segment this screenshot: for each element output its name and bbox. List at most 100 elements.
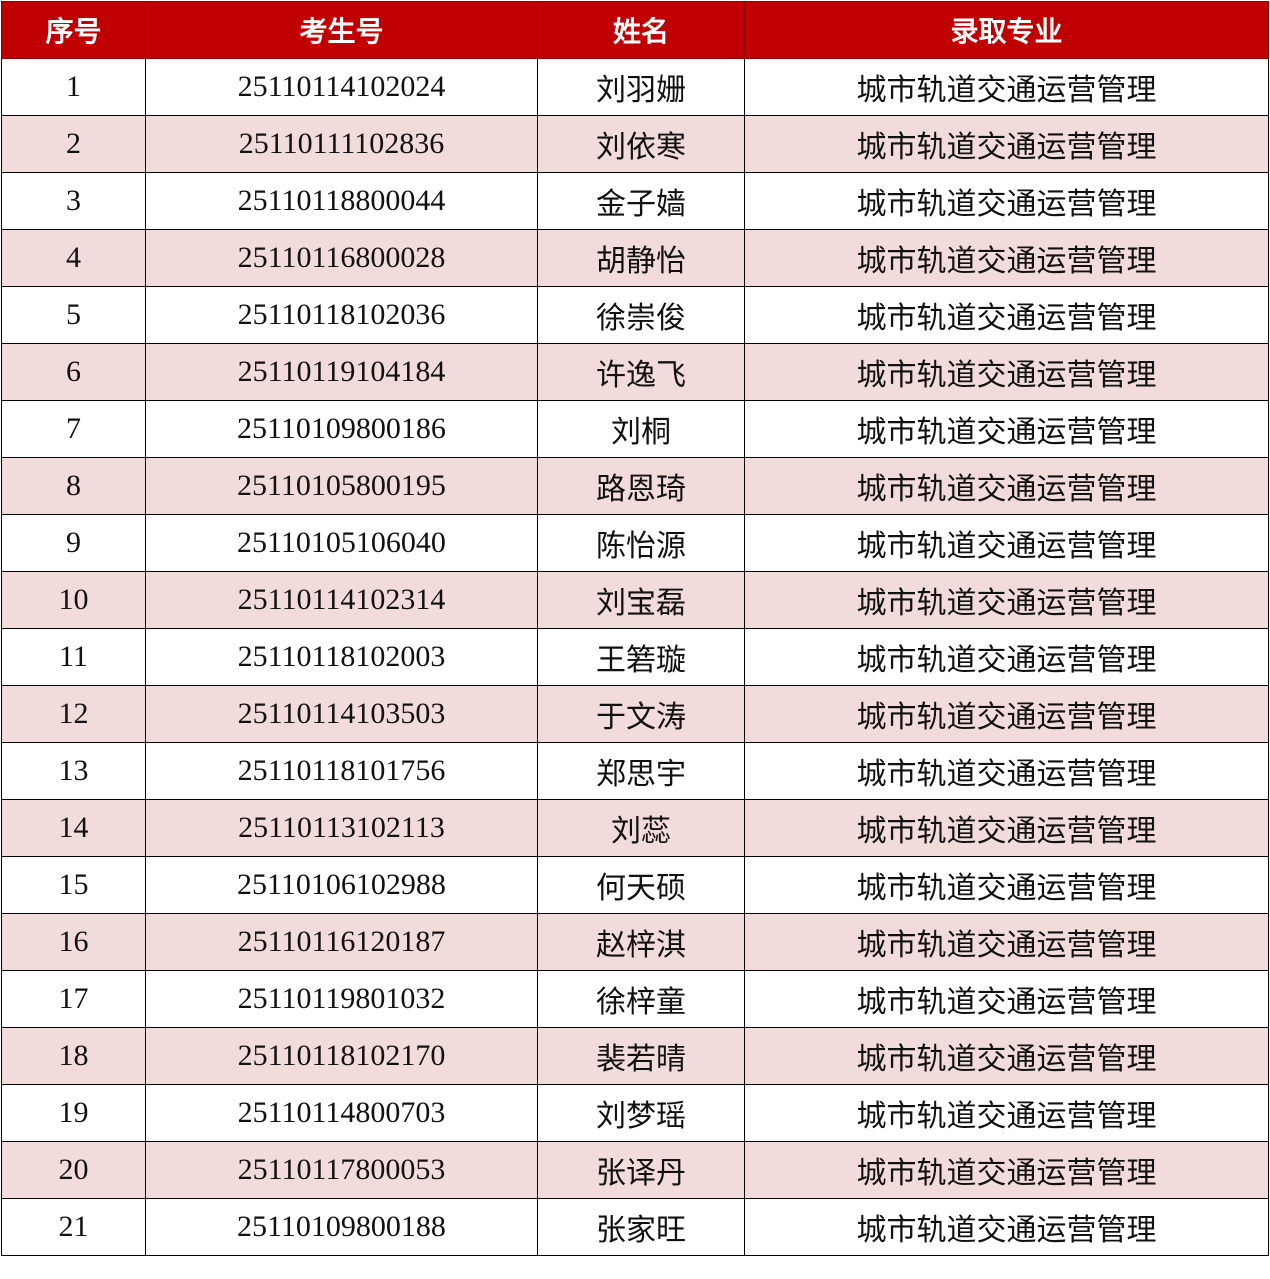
cell-exam-id: 25110118101756 (145, 742, 538, 800)
cell-exam-id: 25110118102003 (145, 628, 538, 686)
cell-seq: 21 (1, 1198, 146, 1256)
cell-seq: 20 (1, 1141, 146, 1199)
cell-major: 城市轨道交通运营管理 (744, 286, 1269, 344)
cell-name: 胡静怡 (537, 229, 745, 287)
cell-exam-id: 25110106102988 (145, 856, 538, 914)
table-row: 13 25110118101756 郑思宇 城市轨道交通运营管理 (1, 742, 1269, 800)
cell-major: 城市轨道交通运营管理 (744, 685, 1269, 743)
cell-name: 刘宝磊 (537, 571, 745, 629)
cell-major: 城市轨道交通运营管理 (744, 628, 1269, 686)
cell-name: 张译丹 (537, 1141, 745, 1199)
cell-name: 王箬璇 (537, 628, 745, 686)
cell-major: 城市轨道交通运营管理 (744, 799, 1269, 857)
cell-name: 刘蕊 (537, 799, 745, 857)
cell-exam-id: 25110105106040 (145, 514, 538, 572)
table-row: 16 25110116120187 赵梓淇 城市轨道交通运营管理 (1, 913, 1269, 971)
cell-name: 徐崇俊 (537, 286, 745, 344)
cell-name: 郑思宇 (537, 742, 745, 800)
table-row: 2 25110111102836 刘依寒 城市轨道交通运营管理 (1, 115, 1269, 173)
cell-exam-id: 25110119801032 (145, 970, 538, 1028)
cell-name: 刘梦瑶 (537, 1084, 745, 1142)
cell-major: 城市轨道交通运营管理 (744, 970, 1269, 1028)
cell-seq: 16 (1, 913, 146, 971)
cell-name: 何天硕 (537, 856, 745, 914)
cell-exam-id: 25110114102314 (145, 571, 538, 629)
cell-exam-id: 25110114800703 (145, 1084, 538, 1142)
cell-name: 许逸飞 (537, 343, 745, 401)
table-row: 11 25110118102003 王箬璇 城市轨道交通运营管理 (1, 628, 1269, 686)
cell-major: 城市轨道交通运营管理 (744, 1198, 1269, 1256)
cell-seq: 7 (1, 400, 146, 458)
table-row: 3 25110118800044 金子嫱 城市轨道交通运营管理 (1, 172, 1269, 230)
cell-exam-id: 25110109800188 (145, 1198, 538, 1256)
cell-major: 城市轨道交通运营管理 (744, 115, 1269, 173)
table-row: 17 25110119801032 徐梓童 城市轨道交通运营管理 (1, 970, 1269, 1028)
cell-major: 城市轨道交通运营管理 (744, 742, 1269, 800)
cell-exam-id: 25110113102113 (145, 799, 538, 857)
table-row: 5 25110118102036 徐崇俊 城市轨道交通运营管理 (1, 286, 1269, 344)
cell-major: 城市轨道交通运营管理 (744, 1027, 1269, 1085)
cell-seq: 8 (1, 457, 146, 515)
cell-seq: 5 (1, 286, 146, 344)
cell-exam-id: 25110105800195 (145, 457, 538, 515)
header-seq: 序号 (1, 1, 146, 59)
cell-seq: 11 (1, 628, 146, 686)
table-row: 9 25110105106040 陈怡源 城市轨道交通运营管理 (1, 514, 1269, 572)
header-row: 序号 考生号 姓名 录取专业 (1, 1, 1269, 59)
cell-exam-id: 25110114103503 (145, 685, 538, 743)
cell-seq: 10 (1, 571, 146, 629)
cell-major: 城市轨道交通运营管理 (744, 856, 1269, 914)
cell-name: 徐梓童 (537, 970, 745, 1028)
cell-major: 城市轨道交通运营管理 (744, 457, 1269, 515)
cell-seq: 9 (1, 514, 146, 572)
cell-major: 城市轨道交通运营管理 (744, 514, 1269, 572)
cell-exam-id: 25110118800044 (145, 172, 538, 230)
cell-exam-id: 25110116120187 (145, 913, 538, 971)
cell-seq: 6 (1, 343, 146, 401)
cell-seq: 14 (1, 799, 146, 857)
cell-exam-id: 25110118102036 (145, 286, 538, 344)
cell-seq: 18 (1, 1027, 146, 1085)
table-row: 21 25110109800188 张家旺 城市轨道交通运营管理 (1, 1198, 1269, 1256)
header-name: 姓名 (537, 1, 745, 59)
cell-seq: 4 (1, 229, 146, 287)
table-row: 12 25110114103503 于文涛 城市轨道交通运营管理 (1, 685, 1269, 743)
cell-name: 金子嫱 (537, 172, 745, 230)
cell-seq: 19 (1, 1084, 146, 1142)
cell-exam-id: 25110117800053 (145, 1141, 538, 1199)
table-row: 10 25110114102314 刘宝磊 城市轨道交通运营管理 (1, 571, 1269, 629)
cell-exam-id: 25110116800028 (145, 229, 538, 287)
cell-exam-id: 25110111102836 (145, 115, 538, 173)
header-major: 录取专业 (744, 1, 1269, 59)
cell-major: 城市轨道交通运营管理 (744, 343, 1269, 401)
cell-exam-id: 25110109800186 (145, 400, 538, 458)
cell-major: 城市轨道交通运营管理 (744, 229, 1269, 287)
cell-major: 城市轨道交通运营管理 (744, 1141, 1269, 1199)
cell-name: 刘桐 (537, 400, 745, 458)
table-row: 19 25110114800703 刘梦瑶 城市轨道交通运营管理 (1, 1084, 1269, 1142)
header-exam-id: 考生号 (145, 1, 538, 59)
cell-seq: 2 (1, 115, 146, 173)
table-row: 14 25110113102113 刘蕊 城市轨道交通运营管理 (1, 799, 1269, 857)
table-row: 4 25110116800028 胡静怡 城市轨道交通运营管理 (1, 229, 1269, 287)
cell-name: 张家旺 (537, 1198, 745, 1256)
cell-major: 城市轨道交通运营管理 (744, 1084, 1269, 1142)
cell-major: 城市轨道交通运营管理 (744, 913, 1269, 971)
cell-major: 城市轨道交通运营管理 (744, 58, 1269, 116)
cell-name: 于文涛 (537, 685, 745, 743)
cell-name: 陈怡源 (537, 514, 745, 572)
table-row: 15 25110106102988 何天硕 城市轨道交通运营管理 (1, 856, 1269, 914)
admission-table: 序号 考生号 姓名 录取专业 1 25110114102024 刘羽姗 城市轨道交通运… (1, 1, 1269, 1256)
cell-name: 刘羽姗 (537, 58, 745, 116)
table-row: 18 25110118102170 裴若晴 城市轨道交通运营管理 (1, 1027, 1269, 1085)
cell-seq: 1 (1, 58, 146, 116)
cell-major: 城市轨道交通运营管理 (744, 571, 1269, 629)
table-row: 7 25110109800186 刘桐 城市轨道交通运营管理 (1, 400, 1269, 458)
cell-major: 城市轨道交通运营管理 (744, 172, 1269, 230)
cell-exam-id: 25110119104184 (145, 343, 538, 401)
table-row: 8 25110105800195 路恩琦 城市轨道交通运营管理 (1, 457, 1269, 515)
cell-seq: 15 (1, 856, 146, 914)
table-row: 1 25110114102024 刘羽姗 城市轨道交通运营管理 (1, 58, 1269, 116)
cell-name: 裴若晴 (537, 1027, 745, 1085)
cell-seq: 13 (1, 742, 146, 800)
